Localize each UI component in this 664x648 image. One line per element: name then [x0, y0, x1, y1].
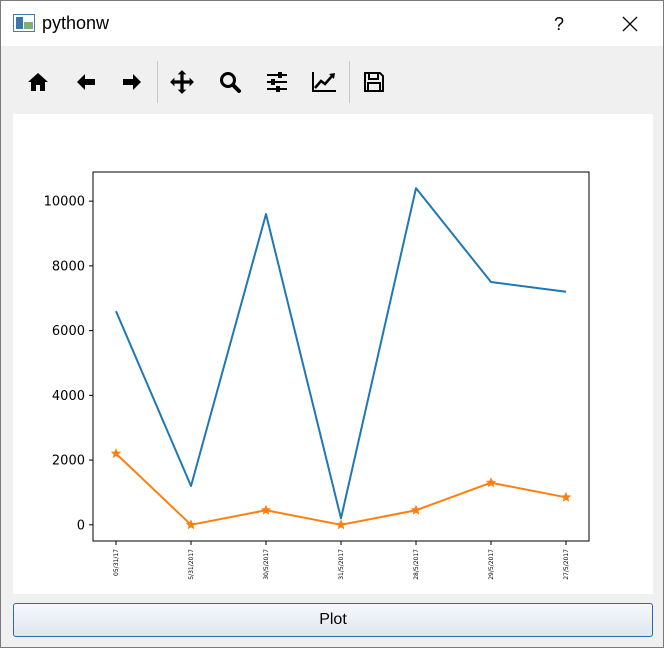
back-button[interactable]	[69, 65, 103, 99]
plot-button[interactable]: Plot	[13, 603, 653, 637]
zoom-icon	[220, 72, 241, 93]
back-arrow-icon	[77, 74, 95, 90]
x-tick-label: 29/5/2017	[488, 549, 495, 580]
x-tick-label: 30/5/2017	[263, 549, 270, 580]
y-tick-label: 8000	[52, 259, 85, 274]
toolbar-separator	[157, 61, 158, 103]
close-button[interactable]	[611, 9, 647, 39]
series-2-point	[335, 519, 347, 530]
y-tick-label: 4000	[52, 389, 85, 404]
x-tick-label: 27/5/2017	[563, 549, 570, 580]
x-axis: 05/31/17 5/31/2017 30/5/2017 31/5/2017 28/5/…	[113, 541, 570, 580]
pan-icon	[170, 70, 194, 94]
series-2-point	[485, 477, 497, 488]
zoom-button[interactable]	[213, 65, 247, 99]
line-chart: 0 2000 4000 6000 8000 10000 05/31/17 5/31/2017…	[44, 171, 590, 580]
help-button[interactable]: ?	[553, 14, 564, 34]
toolbar-separator	[349, 61, 350, 103]
pan-button[interactable]	[165, 65, 199, 99]
edit-axes-icon	[312, 72, 336, 92]
plot-area-frame	[92, 171, 590, 542]
x-tick-label: 5/31/2017	[188, 549, 195, 580]
series-2-point	[110, 447, 122, 459]
x-tick-label: 05/31/17	[113, 549, 120, 576]
title-bar: pythonw ?	[1, 1, 663, 46]
save-icon	[364, 72, 384, 92]
edit-axes-button[interactable]	[307, 65, 341, 99]
series-2-point	[260, 504, 272, 515]
window-title: pythonw	[42, 13, 110, 33]
forward-button[interactable]	[115, 65, 149, 99]
series-line-1	[115, 187, 567, 520]
configure-subplots-button[interactable]	[260, 65, 294, 99]
y-axis: 0 2000 4000 6000 8000 10000	[44, 195, 93, 533]
y-tick-label: 0	[77, 518, 85, 533]
home-button[interactable]	[21, 65, 55, 99]
home-icon	[28, 73, 48, 91]
series-2-point	[560, 491, 572, 502]
series-2-point	[410, 504, 422, 515]
plot-canvas[interactable]: 0 2000 4000 6000 8000 10000 05/31/17 5/31/2017…	[13, 114, 653, 594]
close-icon	[622, 16, 638, 32]
save-button[interactable]	[357, 65, 391, 99]
forward-arrow-icon	[123, 74, 141, 90]
navigation-toolbar	[15, 59, 415, 105]
y-tick-label: 2000	[52, 454, 85, 469]
y-tick-label: 10000	[44, 195, 85, 210]
series-group	[110, 187, 572, 530]
configure-subplots-icon	[267, 72, 287, 92]
x-tick-label: 31/5/2017	[338, 549, 345, 580]
python-app-icon	[13, 14, 35, 32]
y-tick-label: 6000	[52, 324, 85, 339]
x-tick-label: 28/5/2017	[413, 549, 420, 580]
series-2-point	[185, 519, 197, 530]
